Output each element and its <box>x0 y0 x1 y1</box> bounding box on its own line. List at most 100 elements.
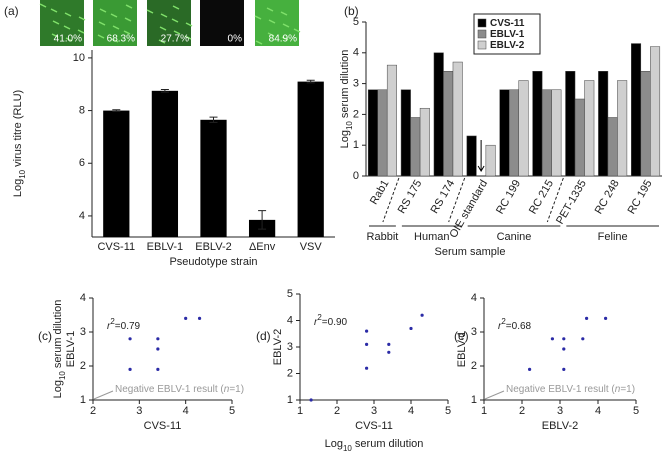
y-tick-label: 1 <box>80 394 86 406</box>
x-tick-label: 2 <box>519 405 525 417</box>
bar <box>433 52 444 177</box>
micrograph-texture <box>64 12 72 17</box>
micrograph-texture <box>125 4 133 9</box>
x-axis-label: CVS-11 <box>144 420 182 432</box>
note-part: n <box>615 384 621 395</box>
micrograph-texture <box>65 37 73 42</box>
x-tick-label: RC 199 <box>494 178 523 216</box>
point <box>365 342 369 346</box>
r-squared-part: r <box>314 317 318 328</box>
note-part: n <box>224 384 230 395</box>
point <box>409 326 413 331</box>
micrograph-texture <box>110 13 118 18</box>
micrograph-texture <box>267 32 275 37</box>
y-axis-label: EBLV-1 <box>456 331 468 368</box>
y-axis-label-part: Log <box>339 130 351 148</box>
y-tick-label: 3 <box>471 326 477 338</box>
y-tick-label: 5 <box>353 16 359 28</box>
y-tick-label: 4 <box>353 47 359 59</box>
micrograph-texture <box>185 22 193 27</box>
point <box>562 347 566 351</box>
bar <box>410 117 421 177</box>
group-label: Human <box>414 231 449 243</box>
group-separator <box>546 177 564 223</box>
x-axis-label: Pseudotype strain <box>169 256 257 268</box>
x-tick-label: 3 <box>136 405 142 417</box>
legend-swatch <box>477 29 487 39</box>
micrograph-texture <box>268 19 276 24</box>
x-tick-label: 5 <box>633 405 639 417</box>
y-tick-label: 1 <box>353 139 359 151</box>
bar <box>584 80 595 177</box>
y-tick-label: 0 <box>353 170 359 182</box>
image-label: 27.7% <box>161 34 189 45</box>
bar <box>518 80 529 177</box>
micrograph-texture <box>171 18 179 23</box>
x-tick-label: 2 <box>334 405 340 417</box>
micrograph-texture <box>50 8 58 13</box>
x-tick-label: 2 <box>90 405 96 417</box>
legend-label: EBLV-1 <box>490 29 525 40</box>
micrograph-texture <box>160 13 168 18</box>
x-tick-label: EBLV-2 <box>195 241 232 253</box>
bar <box>499 89 510 177</box>
group-separator <box>382 177 400 223</box>
x-tick-label: VSV <box>300 241 323 253</box>
panel-label: (a) <box>4 4 19 18</box>
error-bar <box>258 210 267 230</box>
x-tick-label: 5 <box>229 405 235 417</box>
micrograph <box>147 0 191 46</box>
x-axis-label-outer: Log10 serum dilution <box>325 438 424 453</box>
point <box>156 337 160 341</box>
point <box>365 366 369 370</box>
y-tick-label: 4 <box>80 292 86 304</box>
micrograph-texture <box>281 36 289 41</box>
r-squared-part: 2 <box>501 317 506 326</box>
x-tick-label: Rab1 <box>368 178 392 207</box>
x-tick-label: RS 175 <box>396 178 425 216</box>
bar <box>443 71 454 177</box>
y-tick-label: 2 <box>287 367 293 379</box>
bar <box>541 89 552 177</box>
note-arrow <box>93 390 114 400</box>
r-squared-part: 2 <box>110 317 115 326</box>
micrograph-texture <box>63 25 71 30</box>
r-squared-part: =0.79 <box>115 321 141 332</box>
panel-label: (d) <box>256 329 271 343</box>
y-axis-label-part: 10 <box>345 121 354 130</box>
y-tick-label: 1 <box>471 394 477 406</box>
y-axis-label-part: Log <box>12 179 24 197</box>
error-bar <box>160 89 169 93</box>
bar <box>551 89 562 177</box>
note: Negative EBLV-1 result (n=1) <box>506 384 635 395</box>
micrograph-texture <box>282 23 290 28</box>
point <box>420 313 424 317</box>
point <box>585 316 589 320</box>
x-tick-label: ΔEnv <box>249 241 276 253</box>
x-axis-label-outer-part: Log <box>325 438 343 450</box>
y-tick-label: 3 <box>287 341 293 353</box>
micrograph-texture <box>254 15 262 20</box>
bar <box>367 89 378 177</box>
micrograph-texture <box>98 21 106 26</box>
x-tick-label: RC 215 <box>527 178 556 216</box>
note-arrow <box>484 390 505 400</box>
bar <box>607 117 618 177</box>
micrograph-texture <box>39 3 47 8</box>
bar <box>574 98 585 177</box>
bar <box>598 71 609 177</box>
x-axis-label: EBLV-2 <box>542 420 579 432</box>
y-tick-label: 2 <box>471 360 477 372</box>
point <box>604 316 608 320</box>
y-tick-label: 8 <box>79 104 85 116</box>
micrograph-texture <box>111 38 119 43</box>
y-tick-label: 4 <box>79 210 85 222</box>
r-squared-part: 2 <box>317 313 322 322</box>
y-tick-label: 10 <box>73 52 85 64</box>
micrograph-texture <box>97 34 105 39</box>
r-squared: r2=0.79 <box>107 317 141 332</box>
bar <box>631 43 642 177</box>
y-axis-label-outer: Log10 serum dilution <box>52 300 67 399</box>
y-axis-label: EBLV-2 <box>272 329 284 366</box>
